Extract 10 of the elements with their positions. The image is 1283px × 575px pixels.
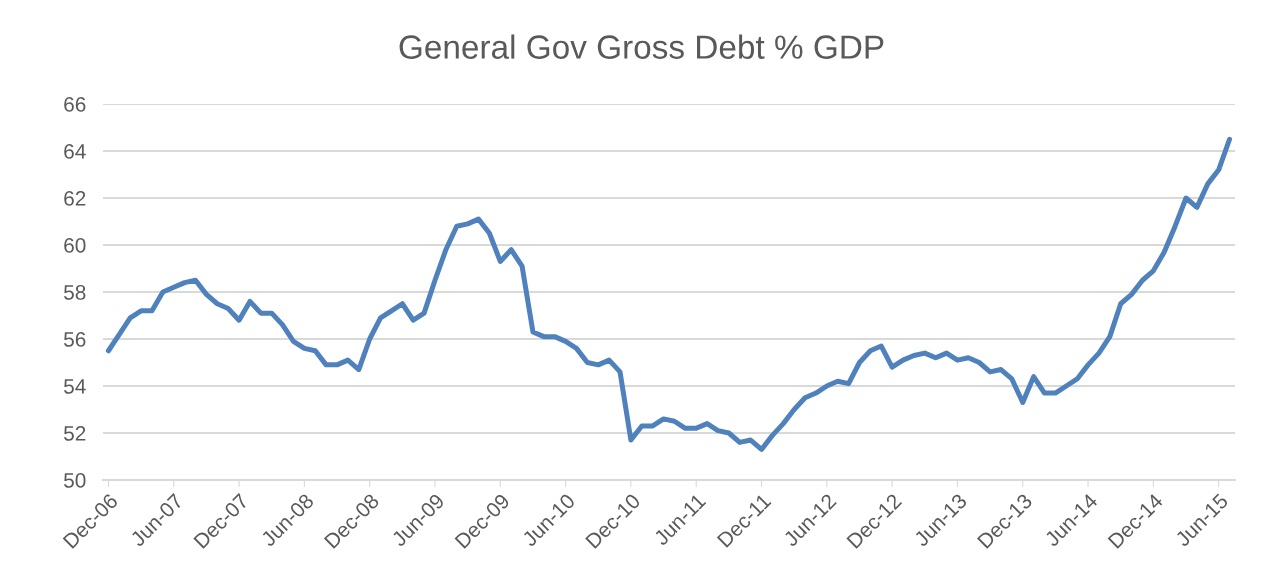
chart-title: General Gov Gross Debt % GDP xyxy=(399,34,884,59)
y-tick-label: 52 xyxy=(64,426,86,441)
y-tick-label: 66 xyxy=(64,97,86,112)
y-tick-label: 62 xyxy=(64,191,86,206)
y-tick-label: 54 xyxy=(64,379,86,394)
y-tick-label: 58 xyxy=(64,285,86,300)
y-tick-label: 50 xyxy=(64,473,86,488)
y-tick-label: 64 xyxy=(64,144,86,159)
y-tick-label: 60 xyxy=(64,238,86,253)
y-tick-label: 56 xyxy=(64,332,86,347)
